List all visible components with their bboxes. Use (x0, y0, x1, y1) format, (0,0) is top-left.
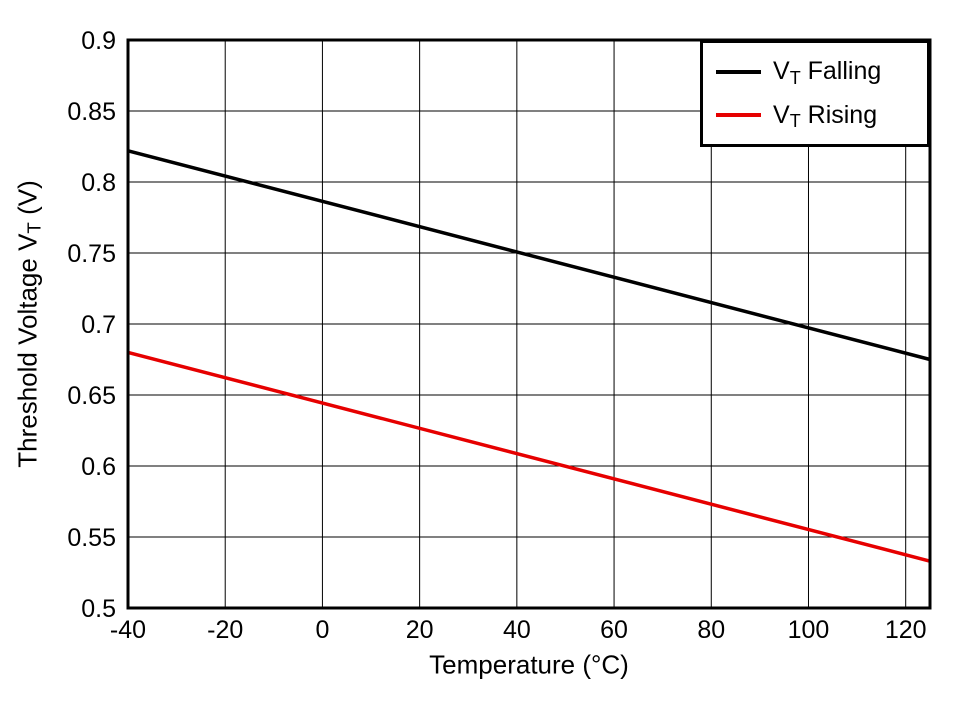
x-tick-label: 20 (406, 616, 434, 644)
y-tick-label: 0.85 (67, 98, 116, 126)
y-axis-title-subscript: T (23, 222, 45, 234)
x-tick-label: 40 (503, 616, 531, 644)
x-tick-label: 100 (788, 616, 830, 644)
x-axis-title: Temperature (°C) (429, 649, 629, 680)
x-tick-label: 80 (697, 616, 725, 644)
series-line-vt-rising (127, 350, 931, 563)
y-tick-label: 0.5 (81, 595, 116, 623)
legend-label-falling: VT Falling (773, 57, 882, 88)
legend-item-vt-falling: VT Falling (716, 57, 927, 88)
y-tick-label: 0.7 (81, 311, 116, 339)
series-line-vt-falling (127, 149, 931, 362)
legend-label-rising: VT Rising (773, 100, 878, 131)
legend-line-sample-rising (716, 113, 761, 118)
legend-line-sample-falling (716, 69, 761, 74)
plot-border (126, 38, 932, 610)
y-tick-label: 0.6 (81, 453, 116, 481)
x-tick-label: 120 (885, 616, 927, 644)
y-axis-title-units: (V) (12, 180, 43, 223)
y-axis-title-text: Threshold Voltage V (12, 233, 43, 468)
x-tick-label: -20 (207, 616, 243, 644)
y-axis-title: Threshold Voltage VT (V) (12, 180, 45, 468)
x-tick-label: 60 (600, 616, 628, 644)
y-tick-label: 0.75 (67, 240, 116, 268)
legend: VT Falling VT Rising (700, 40, 930, 147)
legend-item-vt-rising: VT Rising (716, 100, 927, 131)
x-tick-label: -40 (110, 616, 146, 644)
x-tick-label: 0 (315, 616, 329, 644)
y-tick-label: 0.55 (67, 524, 116, 552)
y-tick-label: 0.8 (81, 169, 116, 197)
y-tick-label: 0.9 (81, 27, 116, 55)
y-tick-label: 0.65 (67, 382, 116, 410)
